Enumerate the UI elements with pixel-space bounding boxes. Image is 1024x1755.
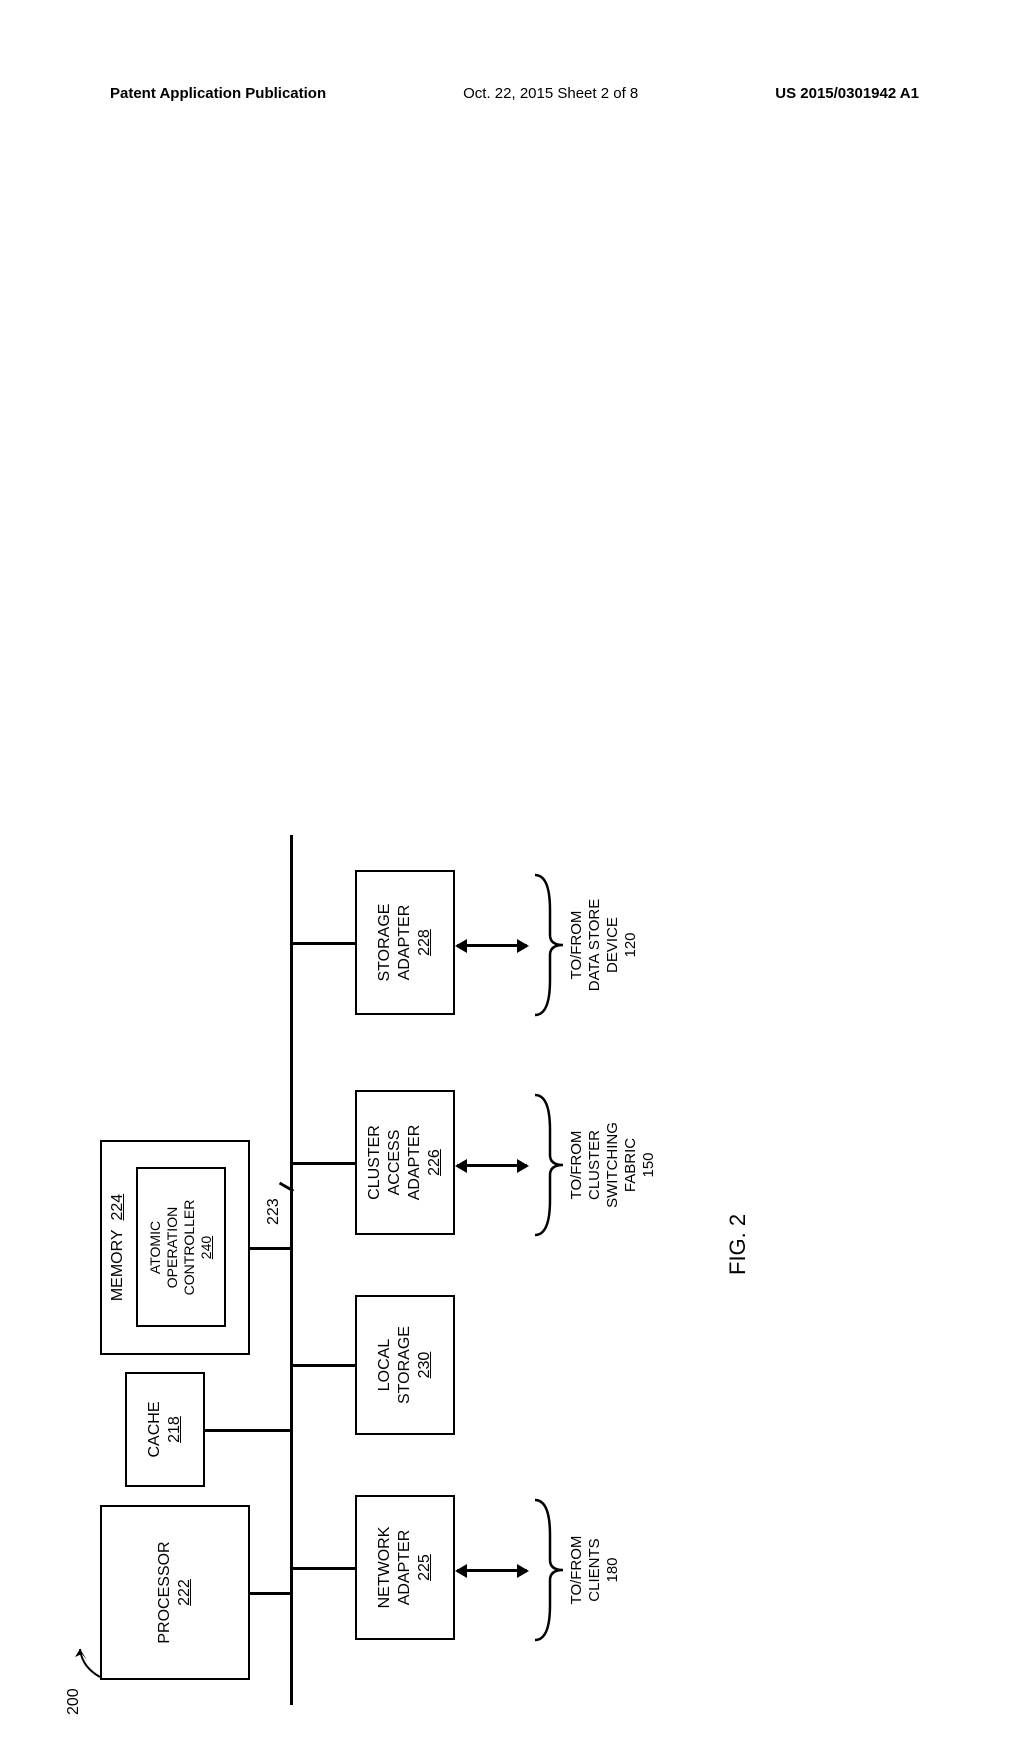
system-number: 200 bbox=[65, 1688, 83, 1715]
system-bus-line bbox=[290, 835, 293, 1705]
memory-block: MEMORY 224 ATOMIC OPERATION CONTROLLER 2… bbox=[100, 1140, 250, 1355]
page: Patent Application Publication Oct. 22, … bbox=[0, 0, 1024, 1320]
network-adapter-block: NETWORK ADAPTER 225 bbox=[355, 1495, 455, 1640]
cluster-adapter-line1: CLUSTER bbox=[365, 1125, 385, 1200]
header-left: Patent Application Publication bbox=[110, 85, 326, 102]
double-arrow-clients bbox=[457, 1569, 527, 1572]
cluster-adapter-num: 226 bbox=[425, 1149, 445, 1176]
storage-adapter-num: 228 bbox=[415, 929, 435, 956]
header-right: US 2015/0301942 A1 bbox=[775, 85, 919, 102]
local-storage-num: 230 bbox=[415, 1352, 435, 1379]
page-header: Patent Application Publication Oct. 22, … bbox=[0, 85, 1024, 102]
data-line1: TO/FROM bbox=[568, 911, 585, 980]
stem-cluster-adapter bbox=[290, 1162, 355, 1165]
brace-clients-icon bbox=[530, 1495, 568, 1645]
network-adapter-line1: NETWORK bbox=[375, 1527, 395, 1609]
stem-cache bbox=[205, 1429, 290, 1432]
cluster-line4: FABRIC bbox=[622, 1138, 639, 1192]
brace-label-cluster: TO/FROM CLUSTER SWITCHING FABRIC 150 bbox=[568, 1090, 658, 1240]
network-adapter-line2: ADAPTER bbox=[395, 1530, 415, 1606]
atomic-line2: OPERATION bbox=[164, 1207, 181, 1288]
cluster-line2: CLUSTER bbox=[586, 1130, 603, 1200]
cache-block: CACHE 218 bbox=[125, 1372, 205, 1487]
processor-num: 222 bbox=[175, 1579, 195, 1606]
brace-datastore-icon bbox=[530, 870, 568, 1020]
atomic-controller-block: ATOMIC OPERATION CONTROLLER 240 bbox=[136, 1168, 226, 1328]
stem-local-storage bbox=[290, 1364, 355, 1367]
cluster-adapter-line2: ACCESS bbox=[385, 1130, 405, 1196]
clients-line3: 180 bbox=[604, 1557, 621, 1582]
double-arrow-cluster bbox=[457, 1164, 527, 1167]
local-storage-block: LOCAL STORAGE 230 bbox=[355, 1295, 455, 1435]
atomic-line3: CONTROLLER bbox=[181, 1200, 198, 1296]
cluster-line3: SWITCHING bbox=[604, 1122, 621, 1208]
cluster-adapter-block: CLUSTER ACCESS ADAPTER 226 bbox=[355, 1090, 455, 1235]
cache-label: CACHE bbox=[145, 1402, 165, 1458]
storage-adapter-line1: STORAGE bbox=[375, 904, 395, 982]
atomic-num: 240 bbox=[198, 1236, 215, 1259]
brace-label-datastore: TO/FROM DATA STORE DEVICE 120 bbox=[568, 870, 640, 1020]
clients-line1: TO/FROM bbox=[568, 1536, 585, 1605]
cache-num: 218 bbox=[165, 1416, 185, 1443]
stem-network-adapter bbox=[290, 1567, 355, 1570]
memory-header: MEMORY 224 bbox=[108, 1194, 128, 1301]
network-adapter-num: 225 bbox=[415, 1554, 435, 1581]
processor-label: PROCESSOR bbox=[155, 1541, 175, 1643]
local-storage-line1: LOCAL bbox=[375, 1339, 395, 1391]
storage-adapter-line2: ADAPTER bbox=[395, 905, 415, 981]
double-arrow-datastore bbox=[457, 944, 527, 947]
stem-memory bbox=[250, 1247, 290, 1250]
atomic-line1: ATOMIC bbox=[147, 1221, 164, 1274]
memory-num: 224 bbox=[109, 1194, 126, 1221]
stem-processor bbox=[250, 1592, 290, 1595]
clients-line2: CLIENTS bbox=[586, 1538, 603, 1601]
processor-block: PROCESSOR 222 bbox=[100, 1505, 250, 1680]
local-storage-line2: STORAGE bbox=[395, 1326, 415, 1404]
diagram-viewport: 200 223 PROCESSOR 222 CACHE 218 MEMORY bbox=[80, 180, 930, 1230]
data-line4: 120 bbox=[622, 932, 639, 957]
cluster-line1: TO/FROM bbox=[568, 1131, 585, 1200]
storage-adapter-block: STORAGE ADAPTER 228 bbox=[355, 870, 455, 1015]
figure-label: FIG. 2 bbox=[725, 1214, 751, 1275]
data-line3: DEVICE bbox=[604, 917, 621, 973]
cluster-line5: 150 bbox=[640, 1152, 657, 1177]
memory-label: MEMORY bbox=[109, 1229, 126, 1301]
brace-label-clients: TO/FROM CLIENTS 180 bbox=[568, 1495, 622, 1645]
header-mid: Oct. 22, 2015 Sheet 2 of 8 bbox=[463, 85, 638, 102]
figure-200: 200 223 PROCESSOR 222 CACHE 218 MEMORY bbox=[10, 705, 860, 1755]
data-line2: DATA STORE bbox=[586, 899, 603, 992]
bus-label: 223 bbox=[265, 1198, 283, 1225]
brace-cluster-icon bbox=[530, 1090, 568, 1240]
stem-storage-adapter bbox=[290, 942, 355, 945]
cluster-adapter-line3: ADAPTER bbox=[405, 1125, 425, 1201]
